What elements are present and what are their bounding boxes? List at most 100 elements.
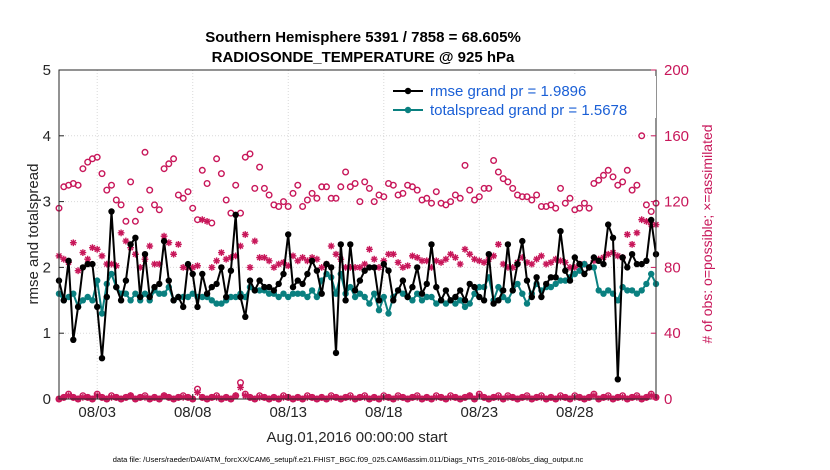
- obs-possible-point: [155, 206, 163, 214]
- obs-assimilated-point: [428, 264, 435, 271]
- y-tick-label-left: 4: [43, 128, 51, 145]
- chart-title: Southern Hemisphere 5391 / 7858 = 68.605…: [205, 29, 521, 46]
- obs-assimilated-point: [136, 393, 144, 401]
- rmse-series-point: [428, 241, 435, 248]
- obs-possible-point: [131, 217, 139, 225]
- obs-assimilated-point: [69, 239, 77, 247]
- totalspread-series-point: [476, 283, 483, 291]
- chart-subtitle: RADIOSONDE_TEMPERATURE @ 925 hPa: [212, 49, 515, 66]
- obs-possible-point: [146, 186, 154, 194]
- y-tick-label-left: 2: [43, 259, 51, 276]
- rmse-series-point: [122, 277, 130, 284]
- y-axis-left: 0 1 2 3 4 5: [43, 62, 64, 408]
- obs-assimilated-point: [557, 393, 564, 401]
- obs-assimilated-point: [571, 264, 579, 271]
- rmse-series-point: [514, 260, 521, 268]
- totalspread-series-point: [442, 300, 450, 307]
- legend-label-spread: totalspread grand pr = 1.5678: [430, 102, 627, 119]
- obs-assimilated-point: [523, 259, 531, 266]
- rmse-series-point: [328, 264, 335, 271]
- obs-assimilated-point: [208, 393, 216, 401]
- obs-assimilated-point: [299, 254, 306, 261]
- obs-possible-point: [122, 217, 130, 225]
- obs-possible-point: [647, 207, 655, 215]
- totalspread-series-point: [562, 277, 569, 284]
- totalspread-series-point: [356, 290, 364, 297]
- obs-possible-point: [174, 191, 182, 199]
- obs-assimilated-point: [294, 257, 302, 265]
- rmse-series-point: [461, 297, 469, 304]
- obs-assimilated-point: [456, 260, 464, 268]
- obs-possible-point: [79, 165, 87, 173]
- obs-assimilated-point: [447, 250, 455, 258]
- rmse-series-point: [184, 260, 192, 268]
- totalspread-series-point: [600, 290, 607, 297]
- rmse-series-point: [270, 287, 278, 294]
- obs-possible-point: [456, 194, 464, 202]
- totalspread-series-point: [423, 293, 430, 301]
- rmse-series-point: [595, 257, 602, 264]
- obs-assimilated-point: [447, 393, 455, 401]
- totalspread-series-point: [523, 300, 531, 307]
- obs-possible-point: [141, 148, 149, 156]
- rmse-series-point: [103, 293, 111, 301]
- rmse-series-point: [79, 264, 87, 271]
- obs-assimilated-point: [151, 393, 158, 401]
- totalspread-series-point: [280, 290, 287, 297]
- totalspread-series-point: [304, 293, 311, 301]
- rmse-series-point: [571, 254, 578, 261]
- obs-assimilated-point: [194, 262, 201, 270]
- obs-possible-point: [504, 178, 512, 186]
- obs-assimilated-point: [327, 242, 335, 250]
- obs-assimilated-point: [89, 244, 96, 252]
- totalspread-series-point: [399, 290, 407, 297]
- obs-assimilated-point: [132, 250, 139, 258]
- obs-assimilated-point: [127, 392, 135, 400]
- rmse-series-point: [237, 293, 244, 301]
- rmse-series-point: [261, 283, 268, 291]
- rmse-series-point: [246, 277, 254, 284]
- obs-assimilated-point: [628, 393, 636, 401]
- obs-assimilated-point: [260, 254, 268, 261]
- rmse-series-point: [643, 257, 650, 264]
- obs-possible-point: [475, 193, 483, 201]
- totalspread-series-point: [184, 293, 192, 301]
- obs-possible-point: [561, 199, 569, 207]
- obs-assimilated-point: [170, 250, 178, 258]
- obs-assimilated-point: [537, 252, 545, 260]
- obs-assimilated-point: [552, 255, 560, 263]
- obs-assimilated-point: [452, 254, 459, 261]
- obs-possible-point: [389, 181, 397, 189]
- obs-assimilated-point: [437, 259, 445, 266]
- obs-assimilated-point: [74, 267, 82, 275]
- obs-assimilated-point: [475, 257, 483, 265]
- obs-possible-point: [595, 176, 603, 184]
- obs-assimilated-point: [203, 217, 211, 225]
- totalspread-series-point: [199, 293, 206, 301]
- obs-assimilated-point: [356, 264, 364, 271]
- obs-assimilated-point: [117, 229, 125, 237]
- rmse-series-point: [342, 297, 349, 304]
- totalspread-series-point: [380, 293, 387, 301]
- rmse-series-point: [557, 228, 564, 235]
- obs-assimilated-point: [98, 252, 106, 260]
- obs-assimilated-point: [638, 216, 646, 224]
- obs-assimilated-point: [537, 393, 545, 401]
- obs-possible-point: [614, 181, 622, 189]
- rmse-series-point: [605, 221, 612, 228]
- totalspread-series-point: [581, 260, 588, 268]
- obs-assimilated-point: [351, 264, 359, 271]
- obs-assimilated-point: [241, 392, 249, 400]
- totalspread-series-point: [371, 290, 378, 297]
- obs-assimilated-point: [103, 260, 111, 268]
- legend-box: [388, 76, 656, 118]
- rmse-series-point: [84, 260, 91, 268]
- obs-assimilated-point: [179, 393, 187, 401]
- obs-possible-point: [547, 201, 555, 209]
- x-tick-label: 08/08: [174, 404, 212, 421]
- obs-assimilated-point: [494, 240, 502, 248]
- totalspread-series-point: [452, 300, 459, 307]
- totalspread-series-point: [519, 290, 526, 297]
- totalspread-series-point: [189, 290, 196, 297]
- rmse-series-point: [151, 283, 158, 291]
